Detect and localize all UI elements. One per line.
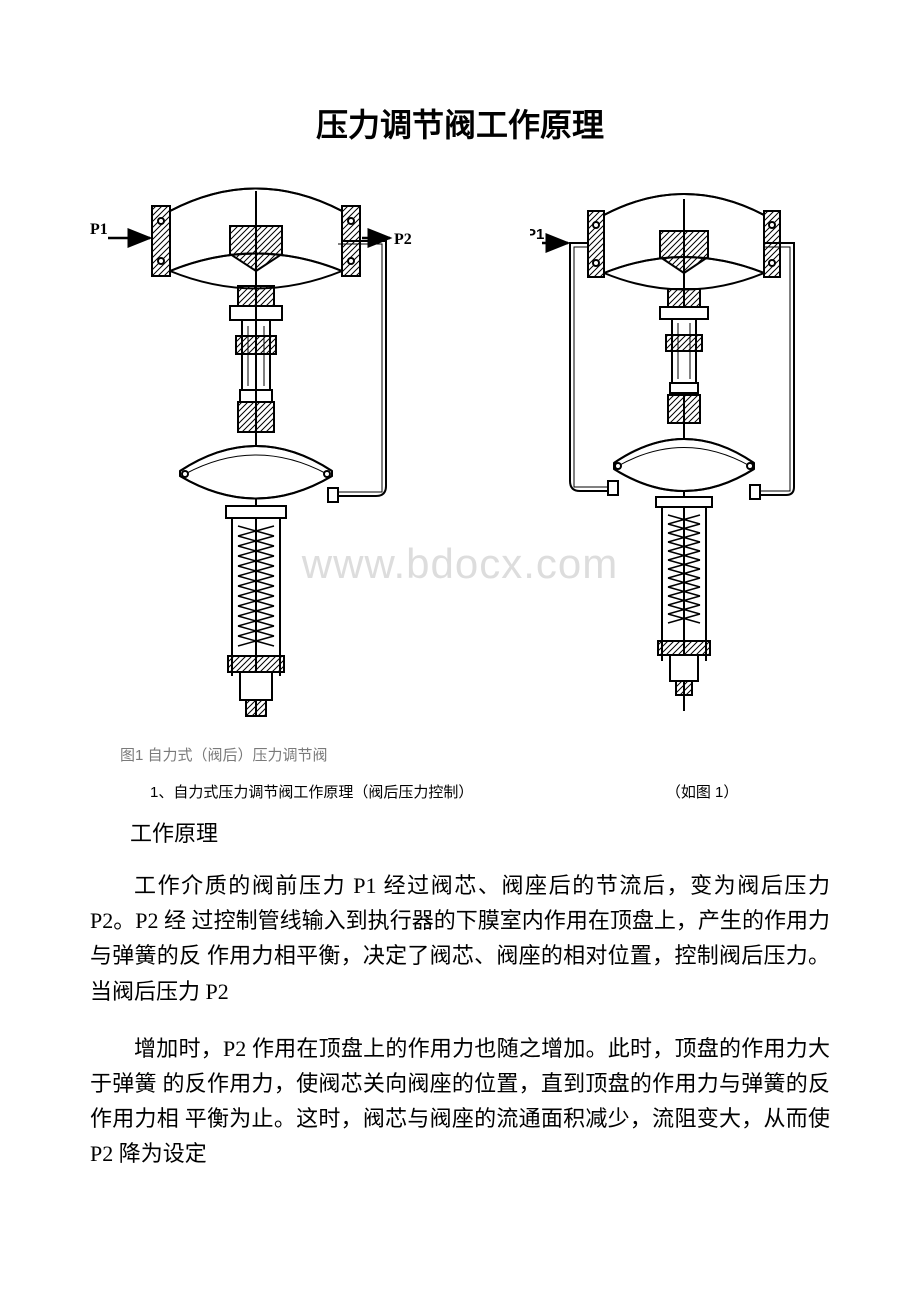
- figure-left: P1 P2 图1 自力式（阀后）压力调节阀: [90, 176, 430, 765]
- section-text: 、自力式压力调节阀工作原理（阀后压力控制）: [158, 784, 473, 801]
- figure-left-caption: 图1 自力式（阀后）压力调节阀: [120, 744, 430, 765]
- figures-row: P1 P2 图1 自力式（阀后）压力调节阀: [90, 176, 830, 765]
- p1-label-right: P1: [530, 226, 544, 243]
- p2-label-left: P2: [394, 231, 412, 248]
- valve-diagram-left: P1 P2: [90, 176, 430, 736]
- section-ref: （如图 1）: [673, 784, 738, 801]
- page-title: 压力调节阀工作原理: [90, 100, 830, 146]
- p1-label-left: P1: [90, 221, 108, 238]
- sub-heading: 工作原理: [130, 816, 830, 848]
- figure-right: P1: [530, 191, 830, 731]
- paragraph-1: 工作介质的阀前压力 P1 经过阀芯、阀座后的节流后，变为阀后压力 P2。P2 经…: [90, 868, 830, 1009]
- valve-diagram-right: P1: [530, 191, 830, 731]
- paragraph-2: 增加时，P2 作用在顶盘上的作用力也随之增加。此时，顶盘的作用力大于弹簧 的反作…: [90, 1031, 830, 1172]
- section-line: 1、自力式压力调节阀工作原理（阀后压力控制）（如图 1）: [150, 781, 830, 802]
